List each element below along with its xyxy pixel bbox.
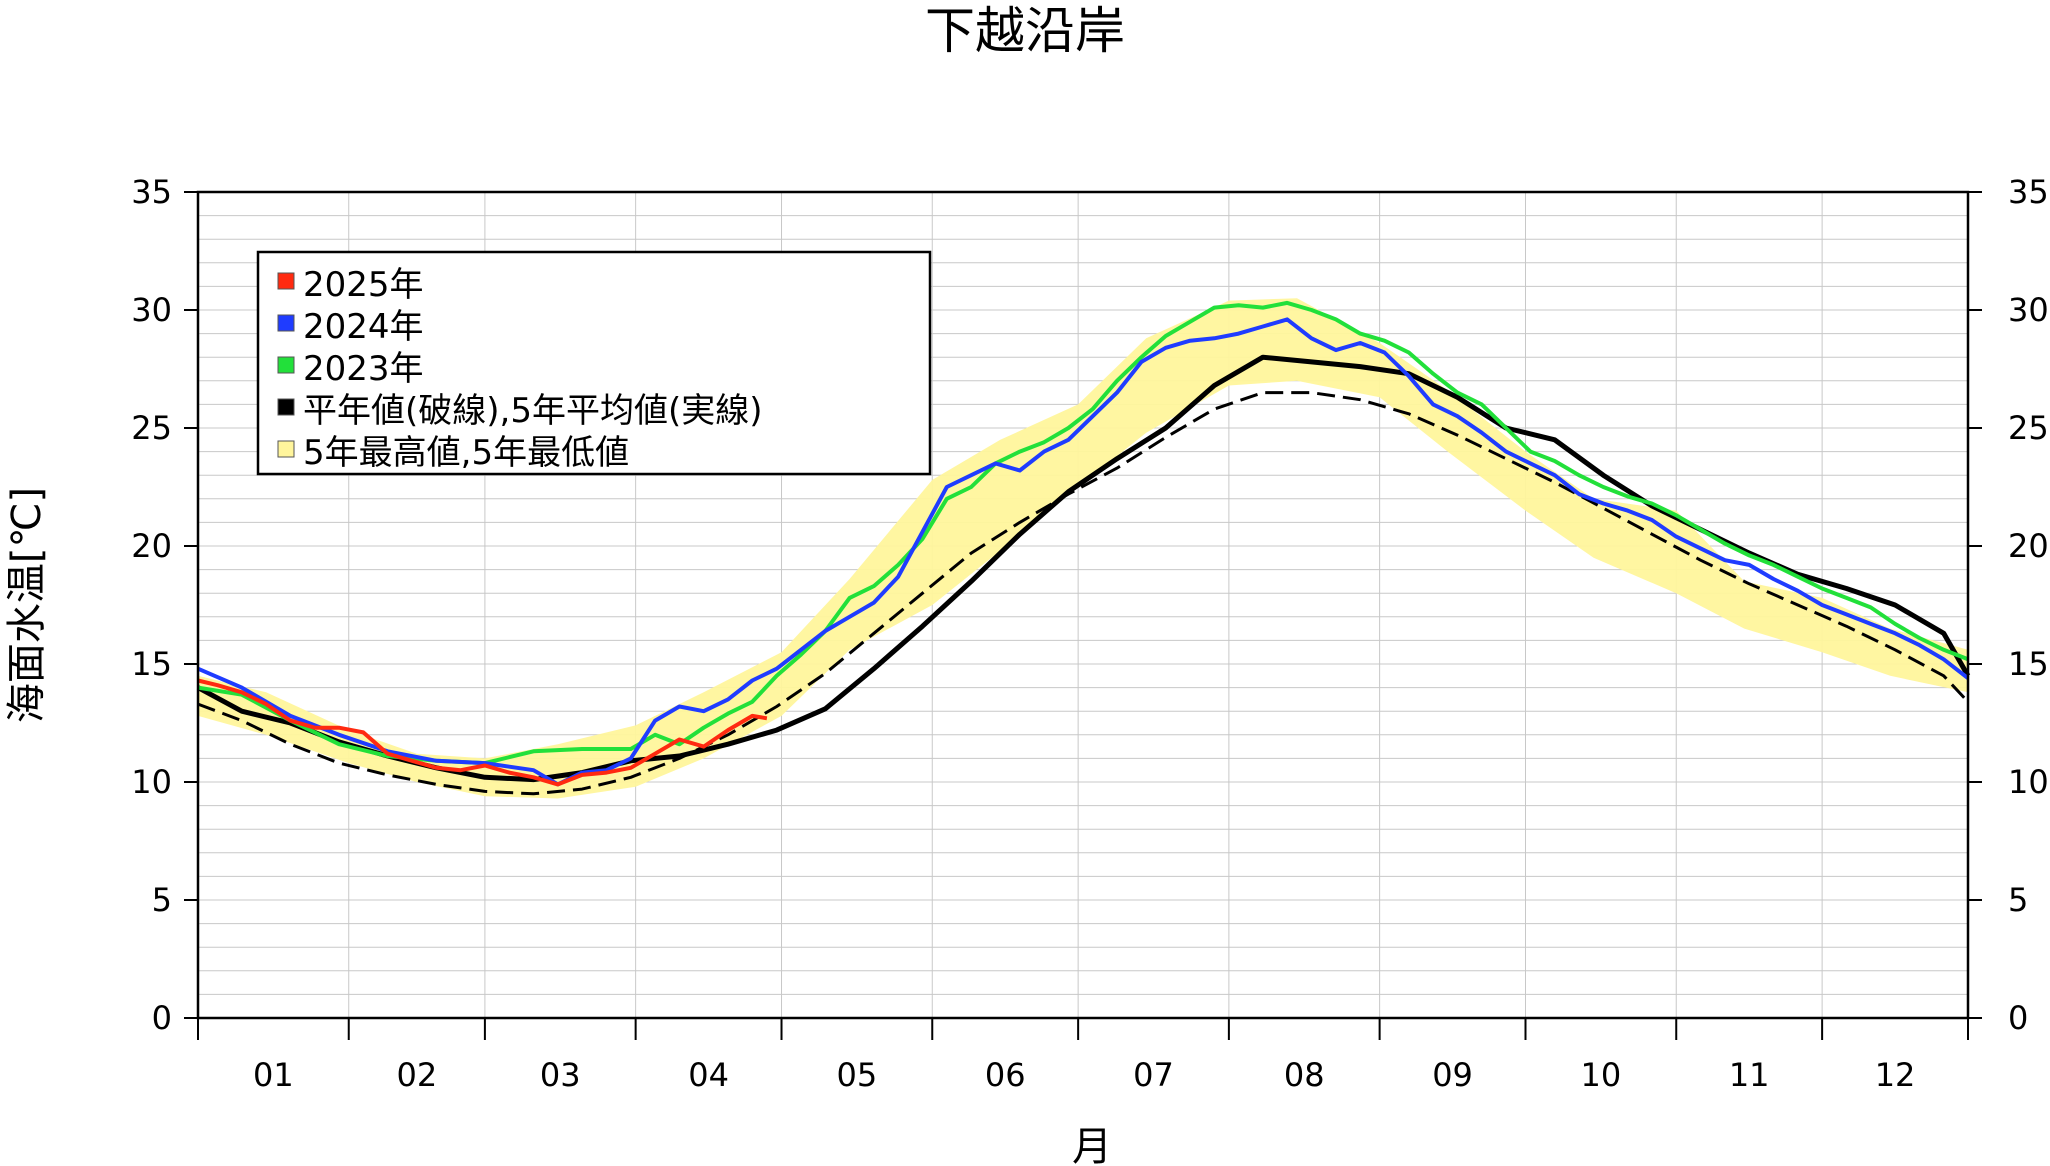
x-tick-label: 01 <box>253 1056 294 1094</box>
y-tick-label-left: 0 <box>152 999 172 1037</box>
x-tick-label: 12 <box>1875 1056 1916 1094</box>
y-axis-title: 海面水温[℃] <box>4 487 50 723</box>
x-grid <box>348 192 1823 1018</box>
x-tick-label: 10 <box>1581 1056 1622 1094</box>
x-tick-label: 09 <box>1432 1056 1473 1094</box>
y-tick-label-left: 30 <box>131 291 172 329</box>
y-tick-label-right: 30 <box>2008 291 2049 329</box>
legend: 2025年2024年2023年平年値(破線),5年平均値(実線)5年最高値,5年… <box>256 250 932 476</box>
y-tick-label-left: 20 <box>131 527 172 565</box>
series-group <box>196 300 1971 796</box>
y-tick-label-left: 5 <box>152 881 172 919</box>
y-tick-label-right: 10 <box>2008 763 2049 801</box>
y-tick-label-left: 35 <box>131 173 172 211</box>
series-line-normal <box>197 391 1970 796</box>
y-axis-left: 0 5 10 15 20 25 30 35 <box>131 173 198 1037</box>
y-tick-label-right: 25 <box>2008 409 2049 447</box>
y-tick-label-right: 15 <box>2008 645 2049 683</box>
x-axis-title: 月 <box>1072 1124 1112 1166</box>
y-tick-label-left: 10 <box>131 763 172 801</box>
series-line-2025 <box>197 678 768 787</box>
y-tick-label-right: 20 <box>2008 527 2049 565</box>
x-tick-label: 05 <box>837 1056 878 1094</box>
series-line-2024 <box>197 317 1970 787</box>
legend-swatch <box>277 314 295 332</box>
x-tick-label: 11 <box>1729 1056 1770 1094</box>
legend-box <box>256 250 932 476</box>
legend-swatch <box>277 440 295 458</box>
legend-swatch <box>277 356 295 374</box>
legend-label: 2023年 <box>303 349 424 389</box>
legend-label: 5年最高値,5年最低値 <box>303 433 629 473</box>
x-axis: 01 02 03 04 05 06 07 08 09 10 11 12 <box>197 1018 1969 1094</box>
legend-swatch <box>277 398 295 416</box>
legend-label: 平年値(破線),5年平均値(実線) <box>303 391 763 431</box>
x-tick-label: 08 <box>1284 1056 1325 1094</box>
y-tick-label-left: 15 <box>131 645 172 683</box>
x-tick-label: 07 <box>1133 1056 1174 1094</box>
y-tick-label-right: 35 <box>2008 173 2049 211</box>
plot-frame <box>196 190 1970 1020</box>
x-tick-label: 06 <box>985 1056 1026 1094</box>
y-tick-label-left: 25 <box>131 409 172 447</box>
legend-label: 2025年 <box>303 265 424 305</box>
x-tick-label: 04 <box>688 1056 729 1094</box>
y-tick-label-right: 0 <box>2008 999 2028 1037</box>
x-tick-label: 02 <box>396 1056 437 1094</box>
legend-swatch <box>277 272 295 290</box>
legend-label: 2024年 <box>303 307 424 347</box>
y-tick-label-right: 5 <box>2008 881 2028 919</box>
series-line-2023 <box>197 300 1969 766</box>
y-axis-right: 0 5 10 15 20 25 30 35 <box>1968 173 2049 1037</box>
x-tick-label: 03 <box>540 1056 581 1094</box>
chart-title: 下越沿岸 <box>925 2 1125 60</box>
